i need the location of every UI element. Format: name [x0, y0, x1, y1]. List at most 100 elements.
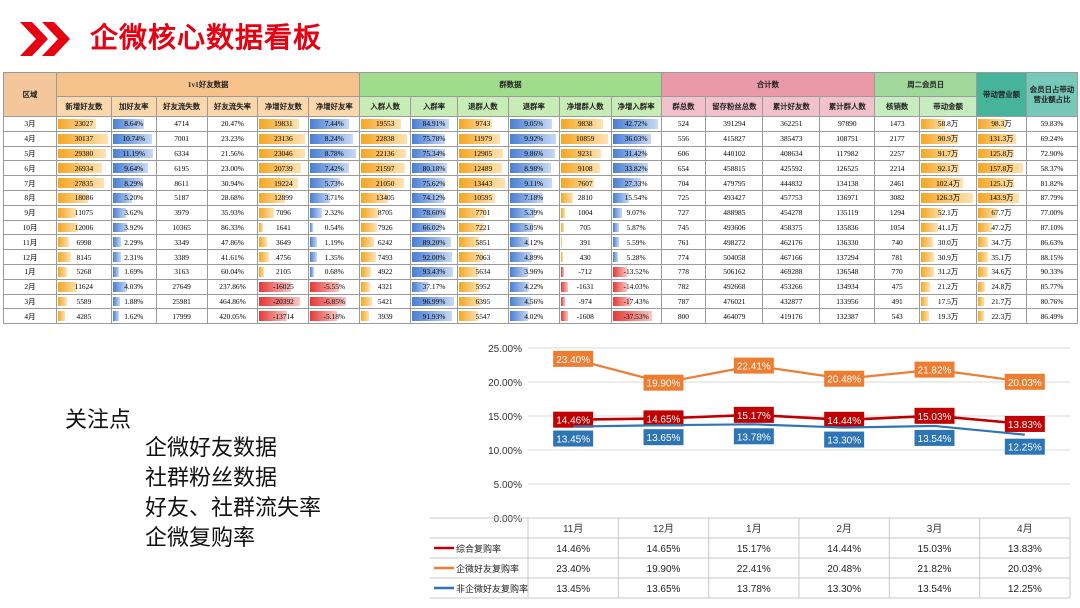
data-bar [310, 311, 338, 322]
data-bar [57, 252, 72, 262]
cell-value: 126.3万 [936, 193, 961, 203]
table-cell: 432877 [762, 293, 821, 310]
table-cell: 3.96% [507, 263, 560, 280]
cell-value: 453266 [780, 282, 803, 292]
cell-value: 475 [891, 282, 903, 292]
table-cell: 90.33% [1025, 263, 1079, 280]
cell-value: 108751 [836, 134, 859, 144]
table-cell: 11.19% [110, 145, 157, 162]
row-label: 4月 [3, 130, 57, 147]
data-bar [978, 133, 1016, 144]
cell-value: 136971 [836, 193, 859, 203]
cell-value: 6195 [174, 163, 189, 173]
cell-value: 8611 [174, 178, 189, 188]
cell-value: 740 [891, 237, 903, 247]
cell-value: 10365 [172, 222, 191, 232]
table-cell: -6.85% [308, 293, 361, 310]
cell-value: 419176 [780, 311, 803, 321]
cell-value: 11月 [22, 237, 38, 247]
data-bar [361, 222, 378, 233]
table-cell: 7.42% [308, 160, 361, 177]
table-cell: 29380 [55, 145, 112, 162]
repurchase-rate-chart: 0.00% 5.00% 10.00% 15.00% 20.00% 25.00% 11月 12月… [430, 344, 1071, 599]
cell-value: 5634 [475, 267, 491, 277]
table-cell: 85.77% [1025, 278, 1079, 295]
table-cell: 444832 [762, 175, 821, 191]
cell-value: -5.18% [323, 311, 346, 321]
table-cell: 3349 [155, 234, 208, 251]
table-cell: 27835 [55, 175, 112, 191]
table-value: 19.90% [647, 564, 681, 575]
table-cell: 19553 [359, 116, 412, 132]
cell-value: 87.79% [1040, 193, 1064, 203]
table-cell: 7701 [456, 204, 509, 221]
table-cell: 4.89% [507, 249, 560, 265]
cell-value: 2461 [889, 178, 905, 188]
cell-value: 75.62% [422, 178, 446, 188]
table-cell: 4.56% [507, 293, 560, 310]
cell-value: 4922 [377, 267, 393, 277]
column-header: 好友流失数 [155, 96, 208, 117]
cell-value: 362251 [780, 119, 803, 129]
cell-value: 35.93% [221, 208, 244, 218]
cell-value: 5月 [24, 148, 36, 158]
table-cell: 4.03% [110, 278, 157, 295]
data-bar [509, 281, 530, 292]
table-cell: 52.1万 [919, 204, 978, 221]
cell-value: 85.77% [1040, 282, 1064, 292]
table-cell: 31.2万 [919, 263, 978, 280]
table-cell: 30137 [55, 130, 112, 147]
table-cell: 20739 [257, 160, 310, 177]
cell-value: 464.86% [219, 296, 246, 306]
data-bar [978, 252, 989, 262]
cell-value: 3月 [24, 119, 36, 129]
data-bar [112, 252, 122, 262]
table-cell: 30.9万 [919, 249, 978, 265]
column-header: 入群率 [410, 96, 458, 117]
data-bar [560, 207, 566, 218]
cell-value: 7096 [276, 208, 291, 218]
table-cell: 5421 [359, 293, 412, 310]
data-bar [259, 207, 274, 218]
data-bar [412, 252, 453, 262]
table-cell: 135119 [819, 204, 876, 221]
table-cell: 75.34% [410, 145, 458, 162]
cell-value: 5.05% [524, 222, 544, 232]
data-bar [560, 296, 565, 307]
cell-value: 143.9万 [989, 193, 1014, 203]
data-bar [259, 192, 286, 203]
table-cell: 462176 [762, 234, 821, 251]
cell-value: 66.02% [422, 222, 446, 232]
data-bar [57, 296, 68, 307]
cell-value: 19224 [274, 178, 293, 188]
table-cell: 1.62% [110, 308, 157, 325]
table-cell: 35.1万 [976, 249, 1027, 265]
cell-value: 81.82% [1040, 178, 1064, 188]
cell-value: 2810 [577, 193, 593, 203]
y-tick-label: 0.00% [494, 514, 522, 525]
table-cell: 134138 [819, 175, 876, 191]
table-cell: 3082 [874, 189, 921, 206]
cell-value: 1.69% [124, 267, 144, 277]
data-bar [412, 311, 453, 322]
data-bar [509, 222, 534, 233]
column-header: 核销数 [874, 96, 921, 117]
data-label-box [824, 411, 865, 428]
table-cell: 464.86% [206, 293, 259, 310]
table-cell: 5634 [456, 263, 509, 280]
cell-value: 4756 [276, 252, 291, 262]
table-cell: -1608 [558, 308, 612, 325]
cell-value: 408634 [780, 148, 803, 158]
cell-value: 52.1万 [937, 208, 959, 218]
focus-points: 关注点 企微好友数据 社群粉丝数据 好友、社群流失率 企微复购率 [65, 402, 321, 554]
cell-value: 12月 [22, 252, 38, 262]
row-label: 9月 [3, 204, 57, 221]
table-cell: -5.18% [308, 308, 361, 325]
cell-value: 11.19% [122, 148, 146, 158]
cell-value: 80.18% [422, 163, 446, 173]
cell-value: 125.8万 [989, 148, 1014, 158]
row-label: 1月 [3, 263, 57, 280]
table-cell: -974 [558, 293, 612, 310]
cell-value: 90.9万 [937, 134, 959, 144]
cell-value: 469288 [780, 267, 803, 277]
